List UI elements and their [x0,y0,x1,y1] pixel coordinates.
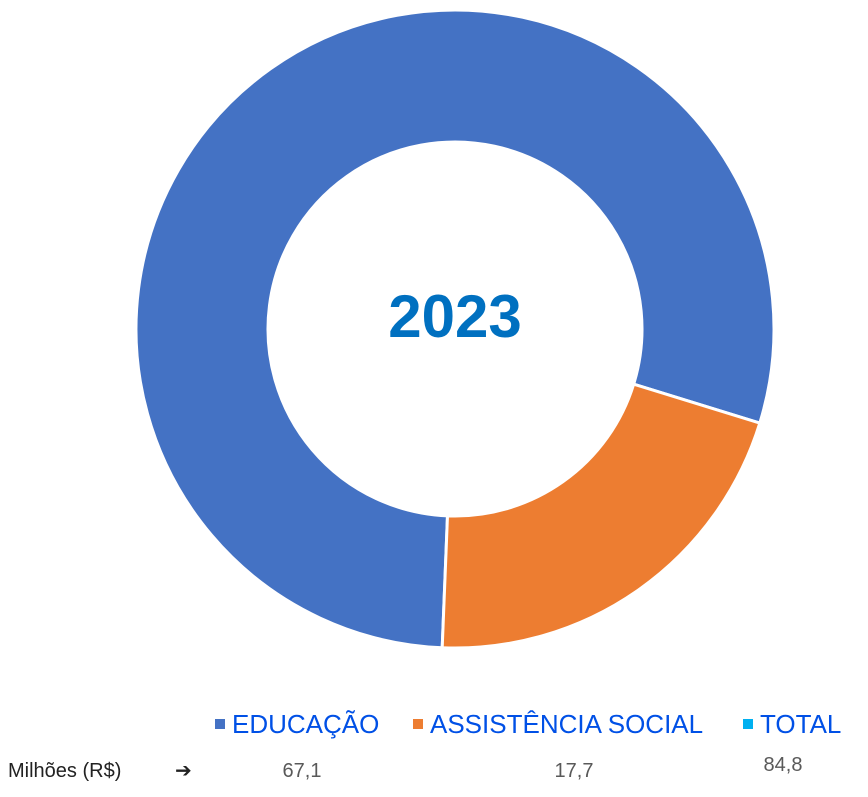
legend-swatch-assistencia-social [413,719,423,729]
arrow-icon: ➔ [175,760,192,782]
legend-swatch-educacao [215,719,225,729]
donut-slice-educacao [134,8,776,650]
values-row: Milhões (R$) ➔ 67,1 17,7 84,8 [8,754,802,782]
legend-swatch-total [743,719,753,729]
legend-label-educacao: EDUCAÇÃO [232,709,379,739]
value-label-total: 84,8 [764,754,803,776]
value-label-educacao: 67,1 [283,760,322,782]
value-label-assistencia-social: 17,7 [555,760,594,782]
row-label: Milhões (R$) [8,760,121,782]
legend-label-assistencia-social: ASSISTÊNCIA SOCIAL [430,709,703,739]
legend: EDUCAÇÃO ASSISTÊNCIA SOCIAL TOTAL [215,709,841,739]
center-year-label: 2023 [388,283,521,350]
donut-slice-assistencia-social [440,382,762,650]
legend-label-total: TOTAL [760,709,841,739]
donut-slices [134,8,776,650]
